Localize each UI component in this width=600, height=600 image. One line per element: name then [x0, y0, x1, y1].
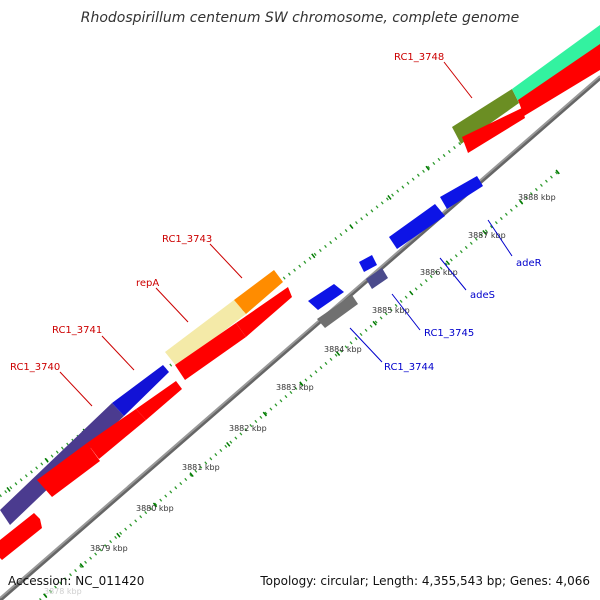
tick-label: 3883 kbp — [276, 383, 314, 392]
outer-tick-dots — [0, 34, 600, 498]
label-leader — [439, 257, 467, 291]
genome-summary: Topology: circular; Length: 4,355,543 bp… — [259, 574, 590, 588]
tick-label: 3885 kbp — [372, 306, 410, 315]
cds-arrow — [0, 513, 42, 560]
label-leader — [487, 219, 513, 257]
reverse-gene-segment — [389, 204, 445, 249]
cds-arrow — [175, 323, 246, 380]
outer-tick-row — [0, 34, 600, 498]
tick-label: 3882 kbp — [229, 424, 267, 433]
position-labels: 3878 kbp 3879 kbp 3880 kbp 3881 kbp 3882… — [44, 193, 556, 596]
tick-label: 3879 kbp — [90, 544, 128, 553]
tick-label: 3878 kbp — [44, 587, 82, 596]
backbone-line — [0, 76, 600, 600]
gene-label: adeS — [470, 290, 495, 301]
forward-cds-lane — [0, 44, 600, 560]
forward-gene-segment — [165, 300, 246, 367]
tick-label: 3880 kbp — [136, 504, 174, 513]
gene-label: RC1_3745 — [424, 328, 474, 339]
label-leader — [349, 327, 383, 363]
gene-label: RC1_3740 — [10, 362, 60, 373]
gene-label: repA — [136, 278, 159, 289]
forward-gene-segment — [512, 25, 600, 103]
reverse-gene-segment — [317, 295, 358, 328]
reverse-gene-segment — [359, 255, 377, 272]
reverse-gene-labels: RC1_3744 RC1_3745 adeS adeR — [349, 219, 542, 373]
forward-gene-segment — [112, 365, 169, 416]
tick-label: 3884 kbp — [324, 345, 362, 354]
cds-arrow — [518, 44, 600, 116]
label-leader — [155, 287, 189, 323]
backbone-highlight — [0, 75, 600, 599]
reverse-gene-segment — [308, 284, 344, 310]
forward-gene-labels: RC1_3740 RC1_3741 repA RC1_3743 RC1_3748 — [10, 52, 473, 407]
accession-text: Accession: NC_011420 — [8, 574, 144, 588]
gene-label: RC1_3743 — [162, 234, 212, 245]
gene-label: RC1_3744 — [384, 362, 434, 373]
label-leader — [101, 335, 135, 371]
reverse-gene-lane — [308, 176, 483, 328]
genome-backbone — [0, 75, 600, 600]
gene-label: RC1_3748 — [394, 52, 444, 63]
label-leader — [209, 243, 243, 279]
label-leader — [443, 61, 473, 99]
tick-label: 3881 kbp — [182, 463, 220, 472]
cds-arrow — [136, 381, 182, 420]
cds-arrow — [37, 443, 100, 497]
label-leader — [391, 293, 421, 331]
tick-label: 3886 kbp — [420, 268, 458, 277]
map-title: Rhodospirillum centenum SW chromosome, c… — [81, 10, 520, 26]
forward-gene-segment — [234, 270, 283, 314]
cds-arrow — [87, 409, 146, 459]
cds-arrow — [236, 287, 292, 337]
tick-label: 3887 kbp — [468, 231, 506, 240]
tick-label: 3888 kbp — [518, 193, 556, 202]
cds-arrow — [462, 108, 525, 153]
reverse-gene-segment — [440, 176, 483, 209]
label-leader — [59, 371, 93, 407]
gene-label: RC1_3741 — [52, 325, 102, 336]
gene-label: adeR — [516, 258, 542, 269]
reverse-gene-segment — [366, 268, 388, 289]
forward-gene-segment — [452, 89, 519, 144]
